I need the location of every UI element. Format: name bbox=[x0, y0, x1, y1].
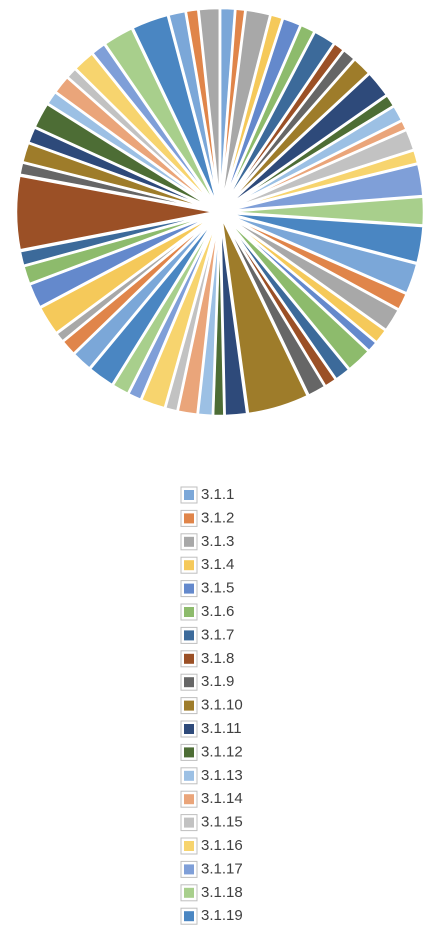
legend-swatch bbox=[184, 817, 194, 828]
legend-swatch bbox=[184, 560, 194, 571]
legend-label: 3.1.2 bbox=[201, 509, 234, 526]
legend-label: 3.1.9 bbox=[201, 673, 234, 690]
legend-swatch bbox=[184, 583, 194, 594]
legend-label: 3.1.1 bbox=[201, 486, 234, 503]
legend-swatch bbox=[184, 490, 194, 500]
legend-label: 3.1.19 bbox=[201, 907, 243, 924]
legend-swatch bbox=[184, 911, 194, 922]
legend-label: 3.1.16 bbox=[201, 837, 243, 854]
legend-label: 3.1.12 bbox=[201, 743, 243, 760]
legend-label: 3.1.17 bbox=[201, 860, 243, 877]
legend-swatch bbox=[184, 607, 194, 617]
legend-label: 3.1.15 bbox=[201, 814, 243, 831]
legend-swatch bbox=[184, 864, 194, 875]
legend-swatch bbox=[184, 724, 194, 734]
legend-label: 3.1.5 bbox=[201, 580, 234, 597]
legend-swatch bbox=[184, 794, 194, 805]
legend-label: 3.1.10 bbox=[201, 697, 243, 714]
legend-label: 3.1.6 bbox=[201, 603, 234, 620]
legend-swatch bbox=[184, 770, 194, 781]
legend-swatch bbox=[184, 747, 194, 758]
legend-label: 3.1.3 bbox=[201, 533, 234, 550]
legend-swatch bbox=[184, 630, 194, 641]
legend-label: 3.1.18 bbox=[201, 884, 243, 901]
legend-label: 3.1.11 bbox=[201, 720, 242, 737]
legend-swatch bbox=[184, 677, 194, 688]
legend-label: 3.1.7 bbox=[201, 626, 234, 643]
legend-label: 3.1.14 bbox=[201, 790, 243, 807]
legend-swatch bbox=[184, 536, 194, 547]
legend-label: 3.1.8 bbox=[201, 650, 234, 667]
legend-swatch bbox=[184, 653, 194, 664]
legend-swatch bbox=[184, 841, 194, 851]
legend-label: 3.1.13 bbox=[201, 767, 243, 784]
legend-swatch bbox=[184, 887, 194, 898]
legend-swatch bbox=[184, 700, 194, 711]
legend-label: 3.1.4 bbox=[201, 556, 234, 573]
legend-swatch bbox=[184, 513, 194, 524]
pie-slice bbox=[197, 6, 222, 209]
